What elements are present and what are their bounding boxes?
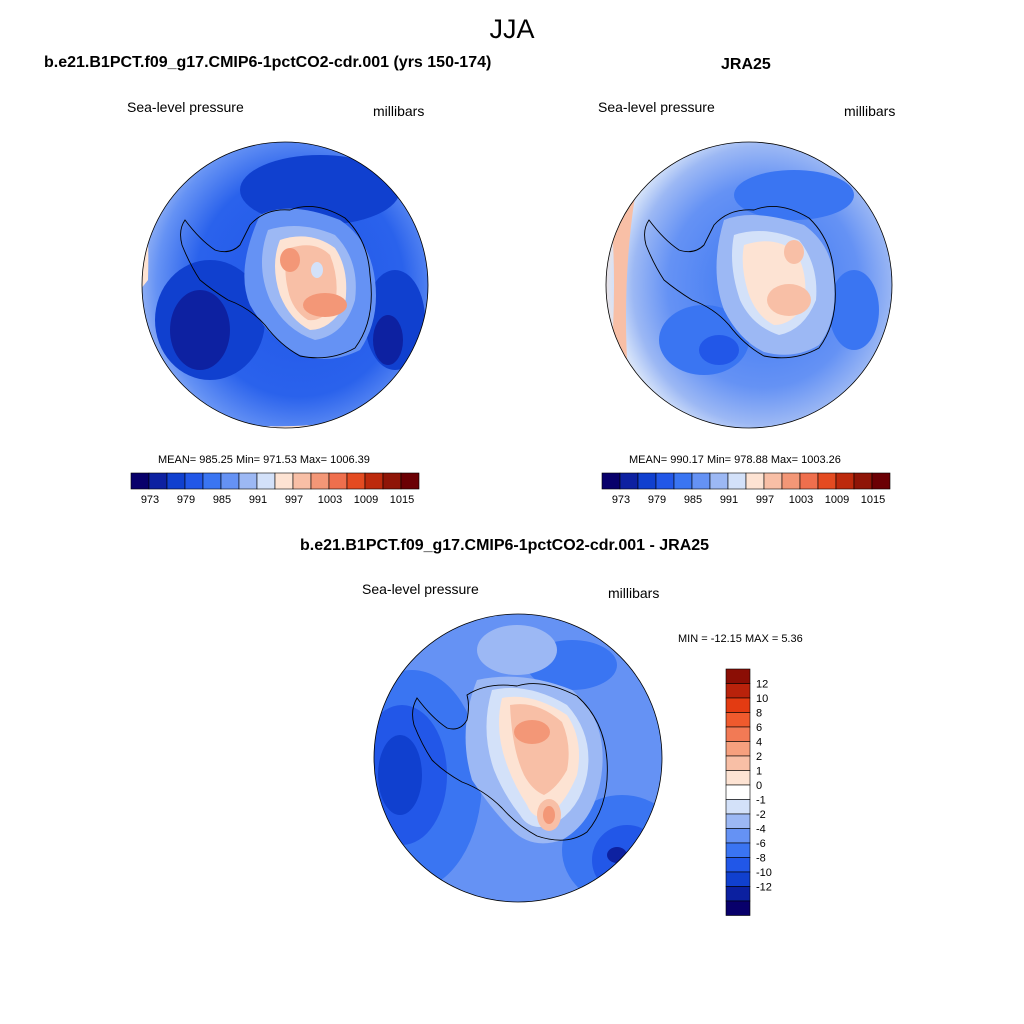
panel-2-colorbar-swatch	[835, 472, 855, 490]
panel-2-colorbar-swatch	[727, 472, 747, 490]
panel-1-colorbar: 973 979 985 991 997 1003 1009 1015	[130, 472, 420, 506]
panel-2-colorbar-tick-label: 985	[684, 494, 702, 506]
panel-3-stats: MIN = -12.15 MAX = 5.36	[678, 633, 803, 645]
panel-2-units-label: millibars	[844, 103, 896, 119]
panel-3-colorbar-swatch	[725, 842, 751, 858]
panel-2-colorbar-tick-label: 1009	[825, 494, 849, 506]
panel-1-map	[141, 141, 429, 429]
panel-3-colorbar-swatch	[725, 755, 751, 771]
panel-3-colorbar-tick-label: 12	[756, 679, 768, 691]
panel-3-colorbar-tick-label: -6	[756, 838, 766, 850]
panel-2-colorbar-swatch	[817, 472, 837, 490]
panel-3-colorbar-swatch	[725, 813, 751, 829]
panel-1-colorbar-tick-label: 973	[141, 494, 159, 506]
panel-3-colorbar-tick-label: 2	[756, 751, 762, 763]
panel-3-colorbar-swatch	[725, 799, 751, 815]
panel-2-colorbar-swatch	[763, 472, 783, 490]
panel-1-units-label: millibars	[373, 103, 425, 119]
panel-2-colorbar-swatch	[871, 472, 891, 490]
panel-1-colorbar-swatch	[256, 472, 276, 490]
panel-2-colorbar-swatch	[691, 472, 711, 490]
panel-3-colorbar-swatch	[725, 828, 751, 844]
panel-3-colorbar-swatch	[725, 683, 751, 699]
panel-1-colorbar-tick-label: 1015	[390, 494, 414, 506]
panel-3-colorbar-tick-label: -8	[756, 853, 766, 865]
panel-3-colorbar-swatch	[725, 741, 751, 757]
panel-1-colorbar-swatch	[184, 472, 204, 490]
panel-1-colorbar-tick-label: 991	[249, 494, 267, 506]
figure-title: JJA	[489, 14, 535, 44]
panel-3-colorbar-tick-label: -2	[756, 809, 766, 821]
panel-2-map	[605, 141, 893, 429]
panel-1-colorbar-swatch	[364, 472, 384, 490]
panel-2-colorbar-swatch	[673, 472, 693, 490]
panel-2-colorbar: 973 979 985 991 997 1003 1009 1015	[601, 472, 891, 506]
panel-1-colorbar-swatch	[382, 472, 402, 490]
panel-3-colorbar-swatch	[725, 784, 751, 800]
panel-3-colorbar-swatch	[725, 712, 751, 728]
panel-3-colorbar-swatch	[725, 668, 751, 684]
panel-1-colorbar-swatch	[292, 472, 312, 490]
panel-3-colorbar-tick-label: 6	[756, 722, 762, 734]
panel-3-colorbar-tick-label: -1	[756, 795, 766, 807]
panel-2-title: JRA25	[721, 56, 771, 73]
panel-2-colorbar-swatch	[799, 472, 819, 490]
panel-3-colorbar-swatch	[725, 726, 751, 742]
panel-3-colorbar-tick-label: 1	[756, 766, 762, 778]
panel-1-colorbar-swatch	[310, 472, 330, 490]
panel-1-stats: MEAN= 985.25 Min= 971.53 Max= 1006.39	[158, 454, 370, 466]
panel-2-colorbar-swatch	[853, 472, 873, 490]
panel-1-colorbar-swatch	[148, 472, 168, 490]
panel-3-colorbar-swatch	[725, 857, 751, 873]
panel-2-colorbar-swatch	[619, 472, 639, 490]
panel-3-title: b.e21.B1PCT.f09_g17.CMIP6-1pctCO2-cdr.00…	[300, 537, 710, 554]
panel-3-colorbar-swatch	[725, 886, 751, 902]
panel-3-variable-label: Sea-level pressure	[362, 581, 479, 597]
panel-3-colorbar-swatch	[725, 900, 751, 916]
panel-1-title: b.e21.B1PCT.f09_g17.CMIP6-1pctCO2-cdr.00…	[44, 54, 492, 71]
panel-2-colorbar-tick-label: 1003	[789, 494, 813, 506]
panel-1-colorbar-swatch	[220, 472, 240, 490]
panel-1-colorbar-swatch	[346, 472, 366, 490]
panel-1-colorbar-swatch	[238, 472, 258, 490]
panel-2-colorbar-tick-label: 991	[720, 494, 738, 506]
panel-2-colorbar-tick-label: 973	[612, 494, 630, 506]
panel-1-colorbar-tick-label: 1003	[318, 494, 342, 506]
panel-1-colorbar-swatch	[202, 472, 222, 490]
panel-1-colorbar-swatch	[130, 472, 150, 490]
panel-2-colorbar-swatch	[655, 472, 675, 490]
panel-3-colorbar-tick-label: 10	[756, 693, 768, 705]
panel-2-colorbar-swatch	[601, 472, 621, 490]
panel-2-colorbar-swatch	[745, 472, 765, 490]
panel-2-colorbar-tick-label: 979	[648, 494, 666, 506]
panel-2-colorbar-swatch	[637, 472, 657, 490]
panel-3-colorbar-swatch	[725, 697, 751, 713]
panel-2-colorbar-tick-label: 997	[756, 494, 774, 506]
panel-1-colorbar-tick-label: 979	[177, 494, 195, 506]
panel-3-colorbar-tick-label: -10	[756, 867, 772, 879]
panel-2-stats: MEAN= 990.17 Min= 978.88 Max= 1003.26	[629, 454, 841, 466]
panel-1-colorbar-tick-label: 985	[213, 494, 231, 506]
panel-2-colorbar-swatch	[709, 472, 729, 490]
panel-2-colorbar-swatch	[781, 472, 801, 490]
panel-3-map	[373, 613, 663, 903]
panel-1-colorbar-swatch	[400, 472, 420, 490]
panel-3-colorbar-swatch	[725, 871, 751, 887]
panel-2-variable-label: Sea-level pressure	[598, 99, 715, 115]
panel-1-colorbar-swatch	[274, 472, 294, 490]
panel-1-colorbar-tick-label: 997	[285, 494, 303, 506]
panel-3-colorbar-tick-label: 0	[756, 780, 762, 792]
panel-3-colorbar-tick-label: 8	[756, 708, 762, 720]
panel-3-colorbar-tick-label: -12	[756, 882, 772, 894]
panel-1-colorbar-swatch	[328, 472, 348, 490]
panel-1-variable-label: Sea-level pressure	[127, 99, 244, 115]
panel-3-colorbar-tick-label: 4	[756, 737, 762, 749]
panel-3-units-label: millibars	[608, 585, 660, 601]
panel-2-colorbar-tick-label: 1015	[861, 494, 885, 506]
panel-1-colorbar-tick-label: 1009	[354, 494, 378, 506]
panel-3-colorbar-swatch	[725, 770, 751, 786]
panel-3-colorbar-tick-label: -4	[756, 824, 766, 836]
panel-1-colorbar-swatch	[166, 472, 186, 490]
